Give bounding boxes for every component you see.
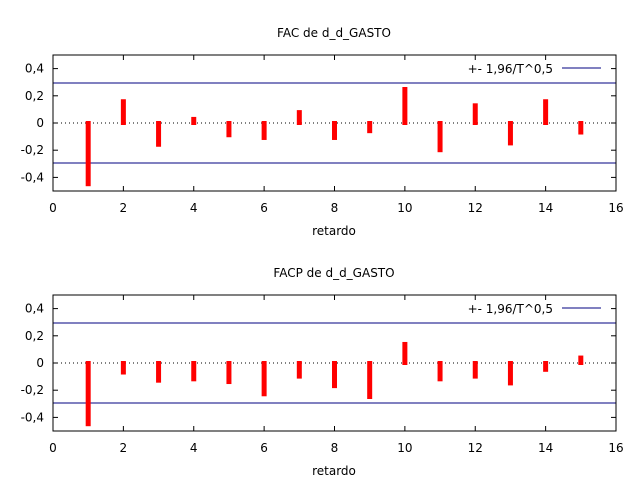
y-tick-label: -0,2	[21, 143, 44, 157]
y-tick-label: 0,2	[25, 89, 44, 103]
bar-lag-12	[472, 103, 478, 125]
y-tick-label: 0,4	[25, 62, 44, 76]
x-tick-label: 16	[608, 441, 623, 455]
x-tick-label: 10	[397, 201, 412, 215]
bar-lag-15	[578, 121, 584, 135]
bar-lag-12	[472, 361, 478, 379]
bar-lag-6	[261, 121, 267, 140]
bar-lag-2	[120, 99, 126, 125]
x-tick-label: 2	[120, 441, 128, 455]
x-tick-label: 14	[538, 201, 553, 215]
x-tick-label: 4	[190, 441, 198, 455]
x-tick-label: 0	[49, 201, 57, 215]
x-tick-label: 4	[190, 201, 198, 215]
legend-label: +- 1,96/T^0,5	[468, 302, 553, 316]
y-tick-label: 0,2	[25, 329, 44, 343]
x-tick-label: 14	[538, 441, 553, 455]
bar-lag-14	[543, 361, 549, 372]
bar-lag-15	[578, 355, 584, 365]
legend-label: +- 1,96/T^0,5	[468, 62, 553, 76]
bar-lag-10	[402, 87, 408, 125]
y-tick-label: -0,2	[21, 383, 44, 397]
bar-lag-9	[367, 361, 373, 399]
y-tick-label: 0	[36, 116, 44, 130]
x-tick-label: 0	[49, 441, 57, 455]
bar-lag-9	[367, 121, 373, 134]
x-tick-label: 2	[120, 201, 128, 215]
bar-lag-3	[156, 121, 162, 147]
y-tick-label: 0	[36, 356, 44, 370]
bar-lag-14	[543, 99, 549, 125]
x-tick-label: 8	[331, 441, 339, 455]
bar-lag-1	[85, 361, 91, 427]
bar-lag-13	[507, 121, 513, 146]
bar-lag-13	[507, 361, 513, 386]
x-tick-label: 16	[608, 201, 623, 215]
bar-lag-3	[156, 361, 162, 383]
bar-lag-11	[437, 361, 443, 382]
bar-lag-2	[120, 361, 126, 375]
bar-lag-8	[332, 361, 337, 389]
bar-lag-7	[296, 110, 302, 125]
chart-title: FACP de d_d_GASTO	[273, 266, 394, 280]
bar-lag-4	[191, 361, 197, 382]
bar-lag-1	[85, 121, 91, 187]
bar-lag-5	[226, 361, 232, 385]
x-tick-label: 12	[468, 201, 483, 215]
bar-lag-11	[437, 121, 443, 153]
bar-lag-4	[191, 116, 197, 125]
bar-lag-10	[402, 341, 408, 365]
bar-lag-5	[226, 121, 232, 138]
bar-lag-6	[261, 361, 267, 397]
bar-lag-7	[296, 361, 302, 379]
bar-lag-8	[332, 121, 337, 140]
x-tick-label: 10	[397, 441, 412, 455]
x-tick-label: 6	[260, 441, 268, 455]
y-tick-label: 0,4	[25, 302, 44, 316]
x-tick-label: 12	[468, 441, 483, 455]
y-tick-label: -0,4	[21, 170, 44, 184]
chart-title: FAC de d_d_GASTO	[277, 26, 391, 40]
x-axis-label: retardo	[312, 224, 356, 238]
x-tick-label: 8	[331, 201, 339, 215]
y-tick-label: -0,4	[21, 410, 44, 424]
x-axis-label: retardo	[312, 464, 356, 478]
x-tick-label: 6	[260, 201, 268, 215]
